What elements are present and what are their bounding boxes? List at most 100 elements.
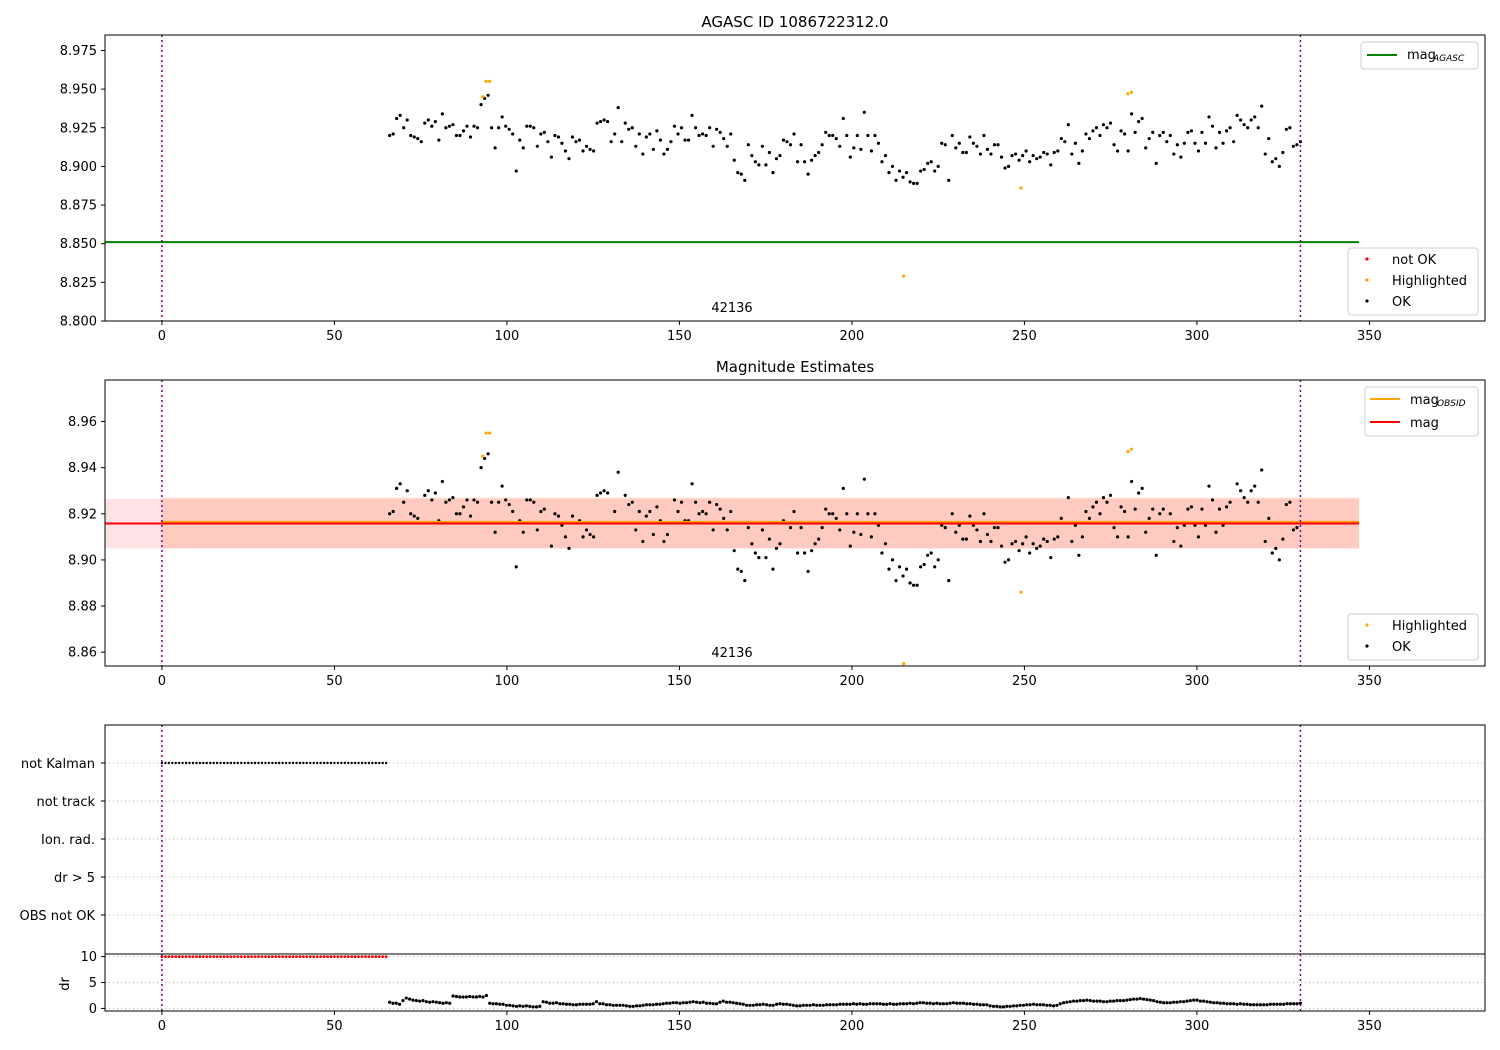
dr-point <box>1178 1000 1182 1004</box>
dr-point <box>971 1002 976 1006</box>
dr-point <box>1265 1003 1269 1007</box>
ok-point <box>412 135 416 139</box>
dr-point <box>841 1002 845 1006</box>
not-kalman-flag-point <box>374 761 378 765</box>
ok-point <box>623 121 627 125</box>
dr-point <box>1115 999 1119 1003</box>
dr-point <box>1018 1003 1022 1007</box>
dr-point <box>508 1003 512 1007</box>
ok-point <box>468 514 473 518</box>
dr-point <box>491 1002 495 1006</box>
not-kalman-flag-point <box>191 761 195 765</box>
not-kalman-flag-point <box>264 761 267 765</box>
ok-point <box>1063 140 1067 144</box>
dr-not-ok-point <box>201 955 205 958</box>
ok-point <box>637 509 641 514</box>
ok-point <box>504 124 508 128</box>
ok-point <box>1168 133 1172 138</box>
dr-point <box>668 1001 672 1005</box>
ok-point <box>992 526 997 530</box>
dr-not-ok-point <box>377 955 381 958</box>
dr-point <box>571 1003 575 1007</box>
ok-point <box>978 539 983 544</box>
dr-not-ok-point <box>163 955 167 958</box>
ok-point <box>1049 163 1053 167</box>
ok-point <box>922 562 926 567</box>
ok-point <box>1091 505 1095 509</box>
ok-point <box>581 535 585 539</box>
ok-point <box>908 581 912 585</box>
ok-point <box>795 160 800 164</box>
ok-point <box>746 526 750 530</box>
ok-point <box>1235 113 1239 117</box>
ok-point <box>507 127 511 131</box>
ok-point <box>546 140 550 144</box>
dr-point <box>434 1000 438 1004</box>
dr-not-ok-point <box>350 955 354 958</box>
dr-point <box>451 994 455 998</box>
dr-point <box>878 1002 882 1006</box>
not-kalman-flag-point <box>253 761 257 765</box>
ok-point <box>992 143 997 147</box>
ok-point <box>1066 496 1070 500</box>
dr-point <box>614 1003 619 1007</box>
not-kalman-flag-point <box>326 761 329 765</box>
dr-point <box>1058 1002 1062 1006</box>
dr-point <box>731 1001 735 1005</box>
ok-point <box>701 132 705 136</box>
ok-point <box>982 133 986 138</box>
ok-point <box>845 512 849 516</box>
ok-point <box>475 126 480 130</box>
dr-not-ok-point <box>298 955 302 958</box>
ok-point <box>757 163 761 167</box>
ok-point <box>1221 523 1225 527</box>
dr-point <box>694 1000 699 1004</box>
ok-point <box>1175 526 1179 530</box>
dr-point <box>1285 1002 1289 1006</box>
ok-point <box>606 491 610 495</box>
dr-point <box>468 994 472 999</box>
dr-point <box>1152 999 1156 1003</box>
not-kalman-flag-point <box>357 761 360 765</box>
ok-point <box>894 579 898 583</box>
dr-point <box>1212 1001 1216 1005</box>
dr-point <box>1045 1003 1049 1007</box>
not-kalman-flag-point <box>315 761 319 765</box>
dr-point <box>1095 999 1099 1003</box>
ok-point <box>500 484 504 488</box>
ok-point <box>1217 130 1222 134</box>
ok-point <box>859 532 863 537</box>
ok-point <box>792 509 796 514</box>
ok-point <box>750 153 754 158</box>
ok-point <box>1232 140 1236 144</box>
flags-marks: not Kalman not track Ion. rad. dr > 5 OBS no… <box>20 725 1485 954</box>
ok-point <box>971 141 975 145</box>
dr-point <box>1118 999 1122 1003</box>
dr-point <box>734 1001 739 1005</box>
highlighted-point <box>1019 186 1023 190</box>
dr-not-ok-point <box>370 955 374 958</box>
ok-point <box>679 126 684 130</box>
ok-point <box>982 512 986 516</box>
y-tick-label: 8.825 <box>60 276 97 291</box>
ok-point <box>1010 542 1014 546</box>
highlighted-point <box>1126 449 1130 454</box>
ok-point <box>968 135 972 139</box>
dr-point <box>1135 997 1139 1001</box>
not-kalman-flag-point <box>333 761 336 765</box>
ok-point <box>655 505 659 509</box>
ok-point <box>599 491 603 495</box>
ok-point <box>1059 136 1063 141</box>
ok-point <box>451 496 455 500</box>
ok-point <box>1021 153 1025 158</box>
dr-point <box>711 1002 715 1006</box>
dr-point <box>1148 998 1152 1002</box>
highlighted-point <box>1129 447 1133 451</box>
dr-point <box>885 1002 889 1006</box>
ok-point <box>1203 523 1208 527</box>
ok-point <box>616 106 620 110</box>
dr-point <box>1025 1003 1029 1007</box>
dr-point <box>1065 1000 1069 1004</box>
ok-point <box>528 498 532 502</box>
ok-point <box>490 500 494 504</box>
